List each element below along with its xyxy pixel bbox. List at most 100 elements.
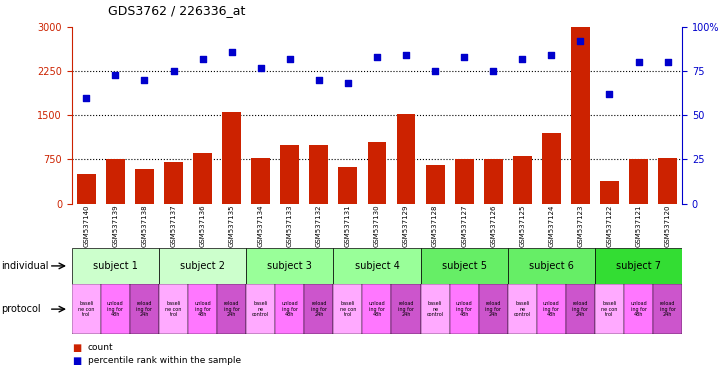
Text: subject 7: subject 7 (616, 261, 661, 271)
Text: unload
ing for
48h: unload ing for 48h (456, 301, 472, 318)
Bar (275, 284, 304, 334)
Bar (421, 284, 449, 334)
Text: GSM537121: GSM537121 (635, 205, 641, 247)
Text: protocol: protocol (1, 304, 40, 314)
Text: unload
ing for
48h: unload ing for 48h (194, 301, 211, 318)
Bar (629, 159, 648, 204)
Text: GSM537138: GSM537138 (141, 205, 147, 247)
Text: GSM537135: GSM537135 (228, 205, 235, 247)
Point (574, 38, 586, 44)
Text: baseli
ne con
trol: baseli ne con trol (165, 301, 182, 318)
Text: percentile rank within the sample: percentile rank within the sample (88, 356, 241, 366)
Text: GSM537122: GSM537122 (607, 205, 612, 247)
Text: GSM537124: GSM537124 (549, 205, 554, 247)
Bar (333, 248, 421, 284)
Bar (72, 284, 101, 334)
Text: GSM537131: GSM537131 (345, 205, 351, 247)
Bar (164, 162, 183, 204)
Text: unload
ing for
48h: unload ing for 48h (543, 301, 560, 318)
Bar (363, 284, 391, 334)
Text: unload
ing for
48h: unload ing for 48h (281, 301, 298, 318)
Bar (309, 145, 328, 204)
Point (516, 56, 528, 62)
Text: GSM537127: GSM537127 (461, 205, 467, 247)
Text: reload
ing for
24h: reload ing for 24h (660, 301, 676, 318)
Point (371, 54, 383, 60)
Text: unload
ing for
48h: unload ing for 48h (368, 301, 386, 318)
Bar (101, 284, 130, 334)
Text: GSM537128: GSM537128 (432, 205, 438, 247)
Text: unload
ing for
48h: unload ing for 48h (630, 301, 647, 318)
Bar (508, 248, 595, 284)
Text: GSM537136: GSM537136 (200, 205, 205, 247)
Point (633, 59, 644, 65)
Bar (193, 154, 212, 204)
Bar (135, 169, 154, 204)
Bar (391, 284, 421, 334)
Bar (421, 248, 508, 284)
Text: subject 5: subject 5 (442, 261, 487, 271)
Bar (513, 156, 532, 204)
Bar (159, 284, 188, 334)
Bar (454, 159, 474, 204)
Text: baseli
ne con
trol: baseli ne con trol (340, 301, 356, 318)
Bar (130, 284, 159, 334)
Text: GSM537133: GSM537133 (286, 205, 293, 247)
Bar (658, 157, 677, 204)
Text: reload
ing for
24h: reload ing for 24h (398, 301, 414, 318)
Text: GSM537140: GSM537140 (83, 205, 89, 247)
Text: unload
ing for
48h: unload ing for 48h (107, 301, 123, 318)
Bar (508, 284, 537, 334)
Point (197, 56, 208, 62)
Bar (396, 114, 416, 204)
Point (80, 94, 92, 101)
Text: baseli
ne
control: baseli ne control (513, 301, 531, 318)
Bar (77, 174, 95, 204)
Text: baseli
ne con
trol: baseli ne con trol (601, 301, 617, 318)
Point (662, 59, 673, 65)
Bar (449, 284, 479, 334)
Text: reload
ing for
24h: reload ing for 24h (572, 301, 588, 318)
Bar (246, 284, 275, 334)
Bar (246, 248, 333, 284)
Text: reload
ing for
24h: reload ing for 24h (485, 301, 501, 318)
Bar (624, 284, 653, 334)
Point (110, 71, 121, 78)
Bar (106, 159, 125, 204)
Text: subject 4: subject 4 (355, 261, 399, 271)
Bar (188, 284, 217, 334)
Point (400, 52, 411, 58)
Point (226, 48, 238, 55)
Point (604, 91, 615, 97)
Bar (368, 142, 386, 204)
Bar (251, 157, 270, 204)
Bar (222, 112, 241, 204)
Bar (566, 284, 595, 334)
Text: individual: individual (1, 261, 48, 271)
Bar (72, 248, 159, 284)
Bar (542, 133, 561, 204)
Bar (600, 181, 619, 204)
Text: GSM537125: GSM537125 (519, 205, 526, 247)
Text: ■: ■ (72, 356, 81, 366)
Text: GDS3762 / 226336_at: GDS3762 / 226336_at (108, 4, 245, 17)
Bar (159, 248, 246, 284)
Point (168, 68, 180, 74)
Text: baseli
ne
control: baseli ne control (426, 301, 444, 318)
Text: reload
ing for
24h: reload ing for 24h (223, 301, 240, 318)
Text: GSM537129: GSM537129 (403, 205, 409, 247)
Bar (595, 284, 624, 334)
Text: subject 2: subject 2 (180, 261, 225, 271)
Bar (426, 165, 444, 204)
Text: subject 1: subject 1 (93, 261, 138, 271)
Point (342, 80, 354, 86)
Bar (595, 248, 682, 284)
Text: subject 6: subject 6 (529, 261, 574, 271)
Text: GSM537120: GSM537120 (665, 205, 671, 247)
Text: ■: ■ (72, 343, 81, 353)
Text: count: count (88, 343, 113, 352)
Text: baseli
ne con
trol: baseli ne con trol (78, 301, 95, 318)
Point (284, 56, 296, 62)
Text: subject 3: subject 3 (267, 261, 312, 271)
Text: GSM537126: GSM537126 (490, 205, 496, 247)
